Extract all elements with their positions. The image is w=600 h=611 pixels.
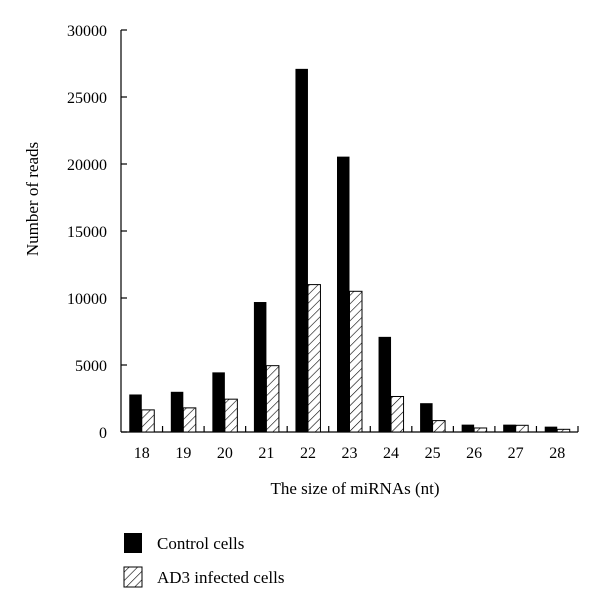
bar-control-cells [129, 394, 142, 432]
bar-control-cells [295, 68, 308, 433]
x-tick-label: 23 [342, 445, 358, 462]
bar-ad3-infected-cells [515, 424, 529, 433]
x-axis-ticks: 18 19 20 21 22 23 24 25 26 27 28 [134, 426, 579, 462]
y-tick-label: 10000 [67, 291, 107, 308]
legend-label: AD3 infected cells [157, 568, 284, 587]
y-axis-title: Number of reads [23, 142, 42, 256]
bar-control-cells [253, 302, 267, 432]
bar-ad3-infected-cells [432, 420, 446, 433]
x-tick-label: 21 [258, 445, 274, 462]
bar-ad3-infected-cells [556, 428, 571, 433]
legend-item-ad3-infected-cells: AD3 infected cells [123, 566, 284, 588]
bar-ad3-infected-cells [141, 409, 155, 433]
bar-ad3-infected-cells [265, 365, 280, 433]
bar-control-cells [378, 336, 392, 432]
x-tick-label: 27 [508, 445, 524, 462]
y-tick-label: 30000 [67, 23, 107, 40]
bar-control-cells [503, 424, 516, 432]
chart-bars [129, 68, 571, 433]
bar-control-cells [170, 391, 184, 432]
x-tick-label: 19 [175, 445, 191, 462]
bar-ad3-infected-cells [349, 290, 363, 433]
x-tick-label: 25 [425, 445, 441, 462]
x-tick-label: 18 [134, 445, 150, 462]
bar-ad3-infected-cells [307, 284, 321, 433]
x-tick-label: 20 [217, 445, 233, 462]
bar-ad3-infected-cells [182, 407, 197, 433]
x-tick-label: 28 [549, 445, 565, 462]
bar-ad3-infected-cells [224, 398, 238, 433]
y-tick-label: 25000 [67, 90, 107, 107]
bar-control-cells [420, 403, 433, 432]
x-tick-label: 22 [300, 445, 316, 462]
y-tick-label: 15000 [67, 224, 107, 241]
y-axis-ticks: 0 5000 10000 15000 20000 25000 30000 [67, 23, 127, 442]
bar-control-cells [544, 426, 558, 432]
chart-legend: Control cells AD3 infected cells [123, 533, 284, 588]
x-axis-title: The size of miRNAs (nt) [270, 479, 439, 498]
legend-label: Control cells [157, 534, 244, 553]
y-tick-label: 0 [99, 425, 107, 442]
legend-swatch [123, 566, 143, 588]
bar-control-cells [461, 424, 475, 432]
x-tick-label: 26 [466, 445, 482, 462]
legend-swatch [124, 533, 142, 553]
x-tick-label: 24 [383, 445, 399, 462]
bar-control-cells [212, 372, 225, 432]
bar-ad3-infected-cells [473, 427, 488, 433]
bar-ad3-infected-cells [390, 395, 405, 433]
y-tick-label: 20000 [67, 157, 107, 174]
bar-control-cells [337, 156, 350, 432]
legend-item-control-cells: Control cells [124, 533, 244, 553]
y-tick-label: 5000 [75, 358, 107, 375]
